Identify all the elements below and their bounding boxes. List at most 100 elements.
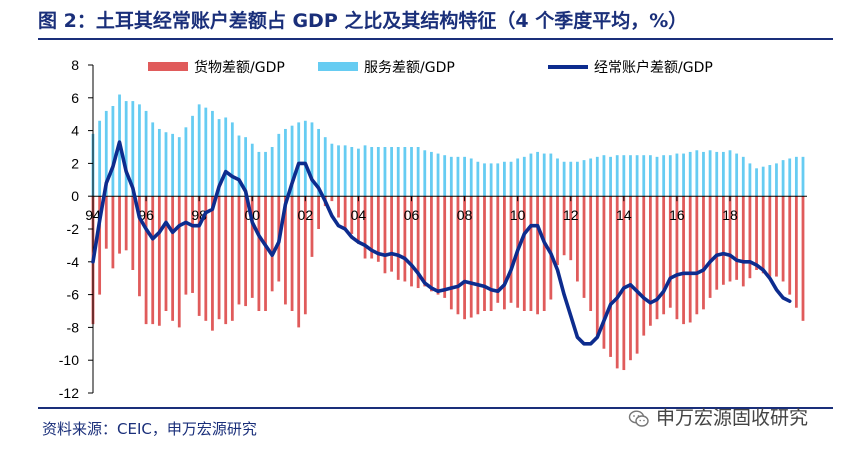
services-bar — [303, 120, 307, 197]
services-bar — [775, 163, 778, 197]
services-bar — [509, 161, 513, 197]
goods-bar — [721, 196, 725, 285]
goods-bar — [549, 196, 553, 300]
services-bar — [171, 133, 175, 197]
line-layer — [91, 140, 792, 346]
services-bar — [383, 147, 387, 197]
goods-bar — [575, 196, 579, 282]
goods-bar — [536, 196, 539, 315]
services-bar — [615, 155, 619, 197]
services-bar — [476, 161, 480, 197]
goods-bar — [469, 196, 473, 318]
services-bar — [755, 168, 758, 197]
services-bar — [264, 151, 267, 197]
goods-bar — [250, 196, 254, 298]
goods-bar — [191, 196, 194, 293]
watermark-text: 申万宏源固收研究 — [656, 407, 809, 429]
legend-services-swatch — [318, 62, 358, 71]
goods-bar — [682, 196, 685, 325]
goods-bar — [735, 196, 739, 280]
services-bar — [741, 156, 745, 197]
x-tick-label: 94 — [85, 207, 101, 223]
goods-bar — [741, 196, 745, 287]
goods-bar — [157, 196, 161, 326]
services-bar — [516, 158, 520, 197]
x-tick-label: 14 — [616, 207, 632, 223]
goods-bar — [794, 196, 798, 308]
services-bar — [416, 147, 420, 197]
goods-bar — [582, 196, 586, 298]
services-bar — [529, 153, 533, 197]
goods-bar — [483, 196, 486, 311]
services-bar — [748, 163, 752, 197]
source-note: 资料来源：CEIC，申万宏源研究 — [42, 420, 257, 438]
services-bar — [237, 135, 241, 197]
current-account-line — [91, 140, 792, 346]
services-bar — [197, 104, 201, 197]
goods-bar — [197, 196, 201, 316]
x-tick-label: 06 — [404, 207, 420, 223]
goods-bar — [529, 196, 533, 311]
services-bar — [721, 151, 725, 197]
goods-bar — [118, 196, 121, 254]
x-tick-label: 12 — [563, 207, 579, 223]
goods-bar — [476, 196, 480, 315]
goods-bar — [595, 196, 599, 336]
goods-bar — [410, 196, 413, 287]
goods-bar — [310, 196, 314, 257]
goods-bar — [702, 196, 705, 310]
services-bar — [376, 147, 380, 197]
services-bar — [483, 163, 486, 197]
services-bar — [609, 156, 612, 197]
goods-bar — [788, 196, 792, 295]
x-tick-label: 04 — [351, 207, 367, 223]
services-bar — [456, 156, 460, 197]
goods-bar — [781, 196, 785, 282]
services-bar — [662, 155, 666, 197]
goods-bar — [144, 196, 148, 325]
services-bar — [337, 145, 340, 197]
services-bar — [230, 122, 234, 197]
services-bar — [157, 128, 161, 197]
goods-bar — [357, 196, 360, 244]
goods-bar — [270, 196, 274, 292]
y-tick-label: -8 — [67, 319, 80, 335]
services-bar — [350, 147, 354, 197]
goods-bar — [104, 196, 108, 249]
goods-bar — [589, 196, 593, 311]
goods-bar — [489, 196, 493, 311]
goods-bar — [396, 196, 400, 280]
services-bar — [104, 110, 108, 197]
y-tick-label: 0 — [71, 188, 79, 204]
goods-bar — [211, 196, 214, 331]
goods-bar — [303, 196, 307, 315]
services-bar — [489, 163, 493, 197]
services-bar — [582, 160, 586, 197]
goods-bar — [111, 196, 115, 269]
services-bar — [151, 122, 155, 197]
goods-bar — [522, 196, 526, 311]
services-bar — [801, 156, 805, 197]
goods-bar — [602, 196, 606, 349]
services-bar — [496, 163, 500, 197]
services-bar — [290, 125, 294, 197]
legend-services-label: 服务差额/GDP — [364, 60, 455, 76]
goods-bar — [403, 196, 407, 282]
services-bar — [396, 147, 400, 197]
services-bar — [224, 117, 228, 197]
services-bar — [542, 153, 546, 197]
services-bar — [138, 104, 141, 197]
services-bar — [569, 161, 573, 197]
services-bar — [436, 153, 440, 197]
services-bar — [536, 151, 539, 197]
goods-bar — [775, 196, 778, 277]
goods-bar — [449, 196, 453, 310]
services-bar — [794, 156, 798, 197]
services-bar — [702, 151, 705, 197]
services-bar — [443, 155, 447, 197]
goods-bar — [290, 196, 294, 311]
legend-current-account-label: 经常账户差额/GDP — [594, 59, 713, 76]
services-bar — [735, 153, 739, 197]
goods-bar — [257, 196, 261, 311]
